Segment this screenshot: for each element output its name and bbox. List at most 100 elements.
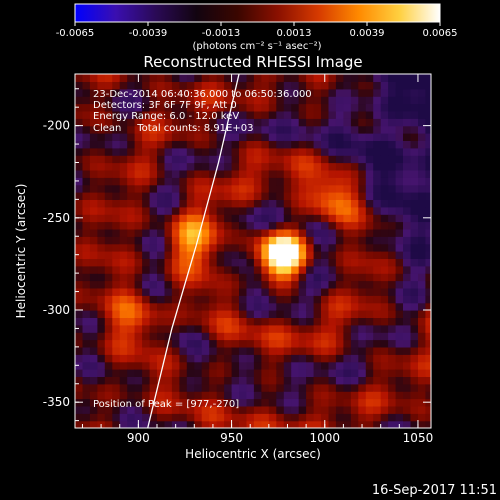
heatmap-cell [119,346,128,355]
heatmap-cell [186,192,195,200]
heatmap-cell [350,199,359,208]
heatmap-cell [358,391,367,400]
heatmap-cell [291,413,300,422]
heatmap-cell [268,147,277,156]
heatmap-cell [306,243,315,252]
heatmap-cell [194,295,203,304]
heatmap-cell [380,310,389,318]
heatmap-cell [164,258,173,267]
heatmap-cell [246,88,255,97]
heatmap-cell [171,405,180,414]
heatmap-cell [373,184,382,193]
heatmap-cell [276,110,285,119]
heatmap-cell [82,118,91,127]
heatmap-cell [321,214,330,223]
heatmap-cell [313,118,322,127]
heatmap-cell [343,177,352,186]
heatmap-cell [194,169,203,178]
colorbar-ticks: -0.0065 -0.0039 -0.0013 0.0013 0.0039 0.0065 [56,22,458,39]
heatmap-cell [127,184,136,193]
heatmap-cell [186,346,195,355]
heatmap-cell [395,405,404,414]
heatmap-cell [306,295,315,304]
heatmap-cell [209,88,218,97]
heatmap-cell [328,236,337,245]
heatmap-cell [395,413,404,422]
heatmap-cell [194,177,203,186]
heatmap-cell [298,354,307,363]
heatmap-cell [209,236,218,245]
heatmap-cell [89,258,98,267]
heatmap-cell [75,140,84,149]
heatmap-cell [298,405,307,414]
heatmap-cell [388,346,397,355]
annotation-energy-range: Energy Range: 6.0 - 12.0 keV [93,111,239,122]
heatmap-cell [216,155,225,164]
heatmap-cell [410,376,419,385]
heatmap-cell [388,361,397,370]
heatmap-cell [97,369,106,377]
heatmap-cell [186,214,195,223]
heatmap-cell [425,376,431,385]
heatmap-cell [216,88,225,97]
heatmap-cell [216,74,225,82]
heatmap-cell [239,287,248,296]
heatmap-cell [179,398,188,407]
heatmap-cell [224,88,233,97]
heatmap-cell [298,118,307,127]
heatmap-cell [216,280,225,289]
heatmap-cell [365,74,374,82]
heatmap-cell [134,103,143,112]
heatmap-cell [268,332,277,341]
heatmap-cell [239,302,248,311]
heatmap-cell [209,96,218,105]
heatmap-cell [239,265,248,274]
heatmap-cell [179,96,188,105]
heatmap-cell [201,376,210,385]
heatmap-cell [201,324,210,333]
heatmap-cell [149,361,158,370]
heatmap-cell [246,324,255,333]
heatmap-cell [321,287,330,296]
heatmap-cell [253,118,262,127]
heatmap-cell [261,184,270,193]
heatmap-cell [164,74,173,82]
heatmap-cell [276,302,285,311]
heatmap-cell [179,265,188,274]
heatmap-cell [164,228,173,237]
heatmap-cell [209,81,218,90]
heatmap-cell [216,369,225,377]
heatmap-cell [194,280,203,289]
heatmap-cell [283,206,292,215]
heatmap-cell [291,302,300,311]
heatmap-cell [335,221,344,230]
heatmap-cell [171,162,180,171]
heatmap-cell [186,96,195,105]
heatmap-cell [410,280,419,289]
heatmap-cell [321,81,330,90]
heatmap-cell [157,96,166,105]
heatmap-cell [388,221,397,230]
heatmap-cell [112,118,121,127]
heatmap-cell [209,74,218,82]
heatmap-cell [97,184,106,193]
heatmap-cell [246,383,255,392]
heatmap-cell [171,169,180,178]
heatmap-cell [104,88,113,97]
heatmap-cell [321,177,330,186]
heatmap-cell [410,332,419,341]
heatmap-cell [239,214,248,223]
heatmap-cell [276,265,285,274]
heatmap-cell [313,214,322,223]
heatmap-cell [268,169,277,178]
heatmap-cell [425,324,431,333]
heatmap-cell [358,398,367,407]
heatmap-cell [425,110,431,119]
heatmap-cell [97,147,106,156]
heatmap-cell [283,317,292,326]
heatmap-cell [164,177,173,186]
heatmap-cell [75,133,84,141]
heatmap-cell [335,88,344,97]
heatmap-cell [194,140,203,149]
heatmap-cell [239,147,248,156]
